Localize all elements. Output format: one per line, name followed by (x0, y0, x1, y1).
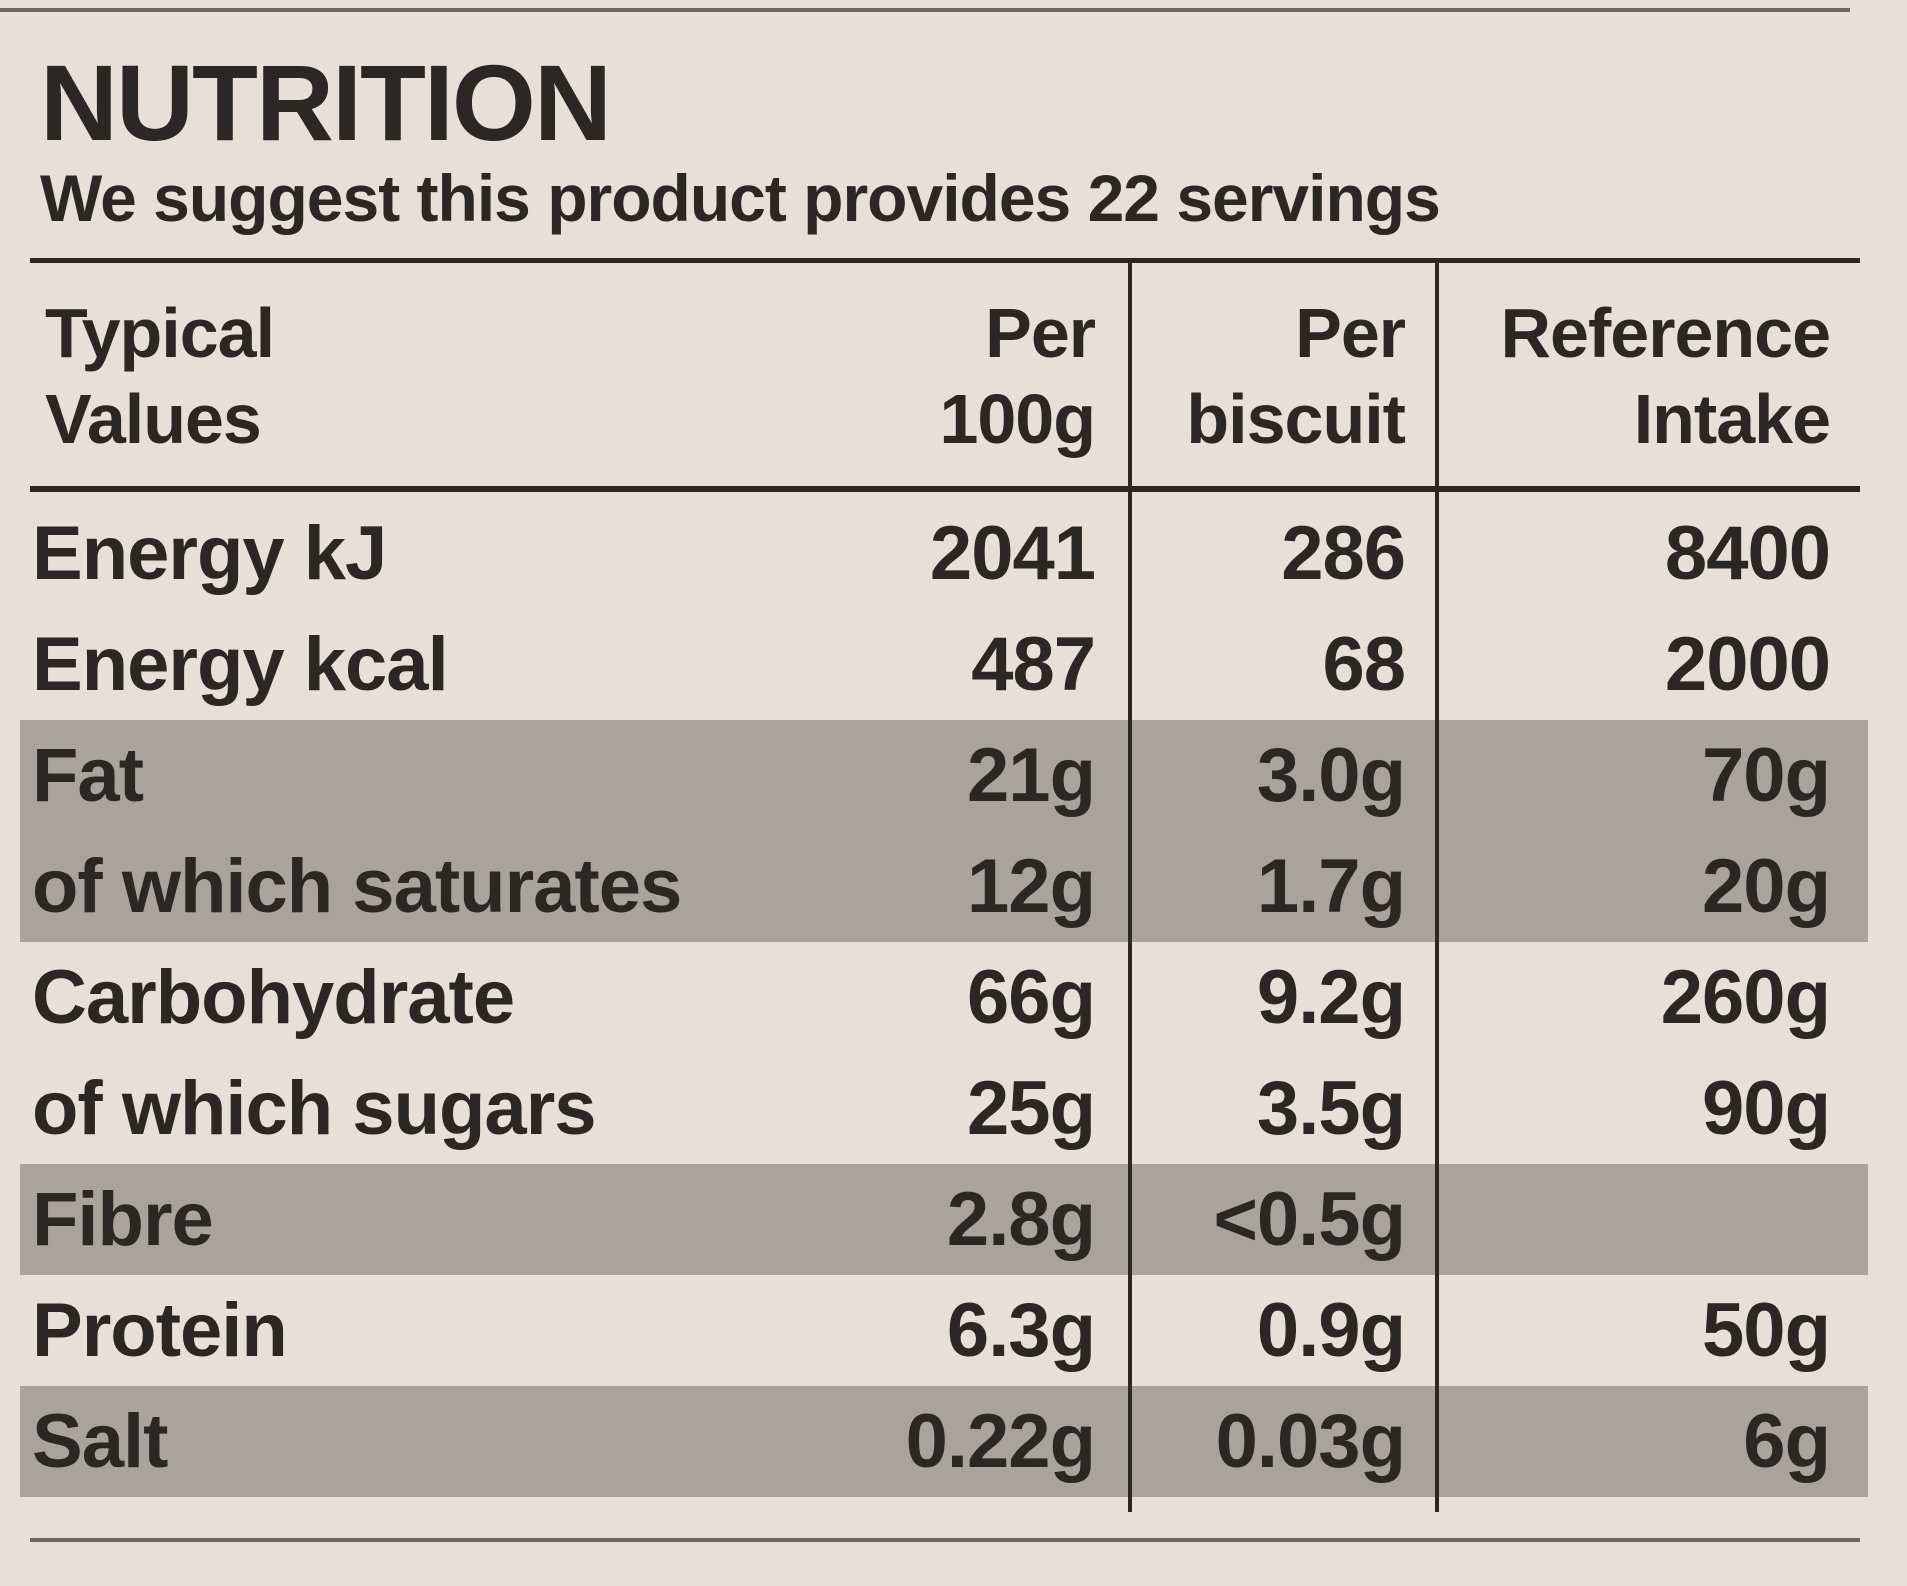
table-row: Energy kcal 487 68 2000 (20, 609, 1868, 720)
table-row: Salt 0.22g 0.03g 6g (20, 1386, 1868, 1497)
per-100g-value: 2041 (929, 511, 1096, 596)
table-row: Protein 6.3g 0.9g 50g (20, 1275, 1868, 1386)
per-100g-value: 66g (967, 955, 1096, 1040)
per-biscuit-value: 0.03g (1215, 1399, 1406, 1484)
per-biscuit-value: 0.9g (1256, 1288, 1406, 1373)
reference-intake-value: 90g (1702, 1066, 1831, 1151)
per-100g-value: 6.3g (946, 1288, 1096, 1373)
per-100g-value: 487 (971, 622, 1096, 707)
nutrient-label: Fat (32, 733, 144, 818)
per-biscuit-value: 9.2g (1256, 955, 1406, 1040)
header-per-biscuit: Per biscuit (1186, 290, 1406, 462)
servings-note: We suggest this product provides 22 serv… (40, 161, 1441, 235)
per-100g-value: 25g (967, 1066, 1096, 1151)
nutrient-label: Salt (32, 1399, 168, 1484)
per-biscuit-value: 1.7g (1256, 844, 1406, 929)
nutrient-label: Energy kJ (32, 511, 387, 596)
header-line: Typical (45, 294, 275, 372)
header-line: biscuit (1186, 380, 1406, 458)
reference-intake-value: 2000 (1664, 622, 1831, 707)
header-line: Reference (1500, 294, 1831, 372)
reference-intake-value: 70g (1702, 733, 1831, 818)
header-top-rule (30, 258, 1860, 263)
nutrient-label: of which saturates (32, 844, 682, 929)
per-biscuit-value: 286 (1281, 511, 1406, 596)
bottom-rule (30, 1538, 1860, 1542)
header-line: Per (985, 294, 1096, 372)
reference-intake-value: 20g (1702, 844, 1831, 929)
per-biscuit-value: 68 (1322, 622, 1406, 707)
label-title: NUTRITION (40, 42, 612, 163)
table-row: of which saturates 12g 1.7g 20g (20, 831, 1868, 942)
per-biscuit-value: 3.0g (1256, 733, 1406, 818)
header-line: Intake (1633, 380, 1831, 458)
column-divider (1128, 262, 1132, 1512)
per-100g-value: 2.8g (946, 1177, 1096, 1262)
reference-intake-value: 50g (1702, 1288, 1831, 1373)
nutrient-label: Carbohydrate (32, 955, 515, 1040)
header-line: Values (45, 380, 262, 458)
header-line: 100g (939, 380, 1096, 458)
reference-intake-value: 6g (1743, 1399, 1831, 1484)
table-row: Carbohydrate 66g 9.2g 260g (20, 942, 1868, 1053)
reference-intake-value: 260g (1660, 955, 1831, 1040)
nutrient-label: Protein (32, 1288, 288, 1373)
column-divider (1435, 262, 1439, 1512)
nutrient-label: Energy kcal (32, 622, 449, 707)
top-border (0, 8, 1850, 12)
reference-intake-value: 8400 (1664, 511, 1831, 596)
table-row: Energy kJ 2041 286 8400 (20, 498, 1868, 609)
per-100g-value: 21g (967, 733, 1096, 818)
nutrient-label: of which sugars (32, 1066, 597, 1151)
per-biscuit-value: <0.5g (1213, 1177, 1406, 1262)
table-row: Fibre 2.8g <0.5g (20, 1164, 1868, 1275)
header-per-100g: Per 100g (939, 290, 1096, 462)
per-100g-value: 12g (967, 844, 1096, 929)
per-100g-value: 0.22g (905, 1399, 1096, 1484)
header-reference-intake: Reference Intake (1500, 290, 1831, 462)
header-line: Per (1295, 294, 1406, 372)
table-row: of which sugars 25g 3.5g 90g (20, 1053, 1868, 1164)
table-row: Fat 21g 3.0g 70g (20, 720, 1868, 831)
per-biscuit-value: 3.5g (1256, 1066, 1406, 1151)
header-typical-values: Typical Values (45, 290, 275, 462)
header-bottom-rule (30, 486, 1860, 492)
nutrient-label: Fibre (32, 1177, 214, 1262)
